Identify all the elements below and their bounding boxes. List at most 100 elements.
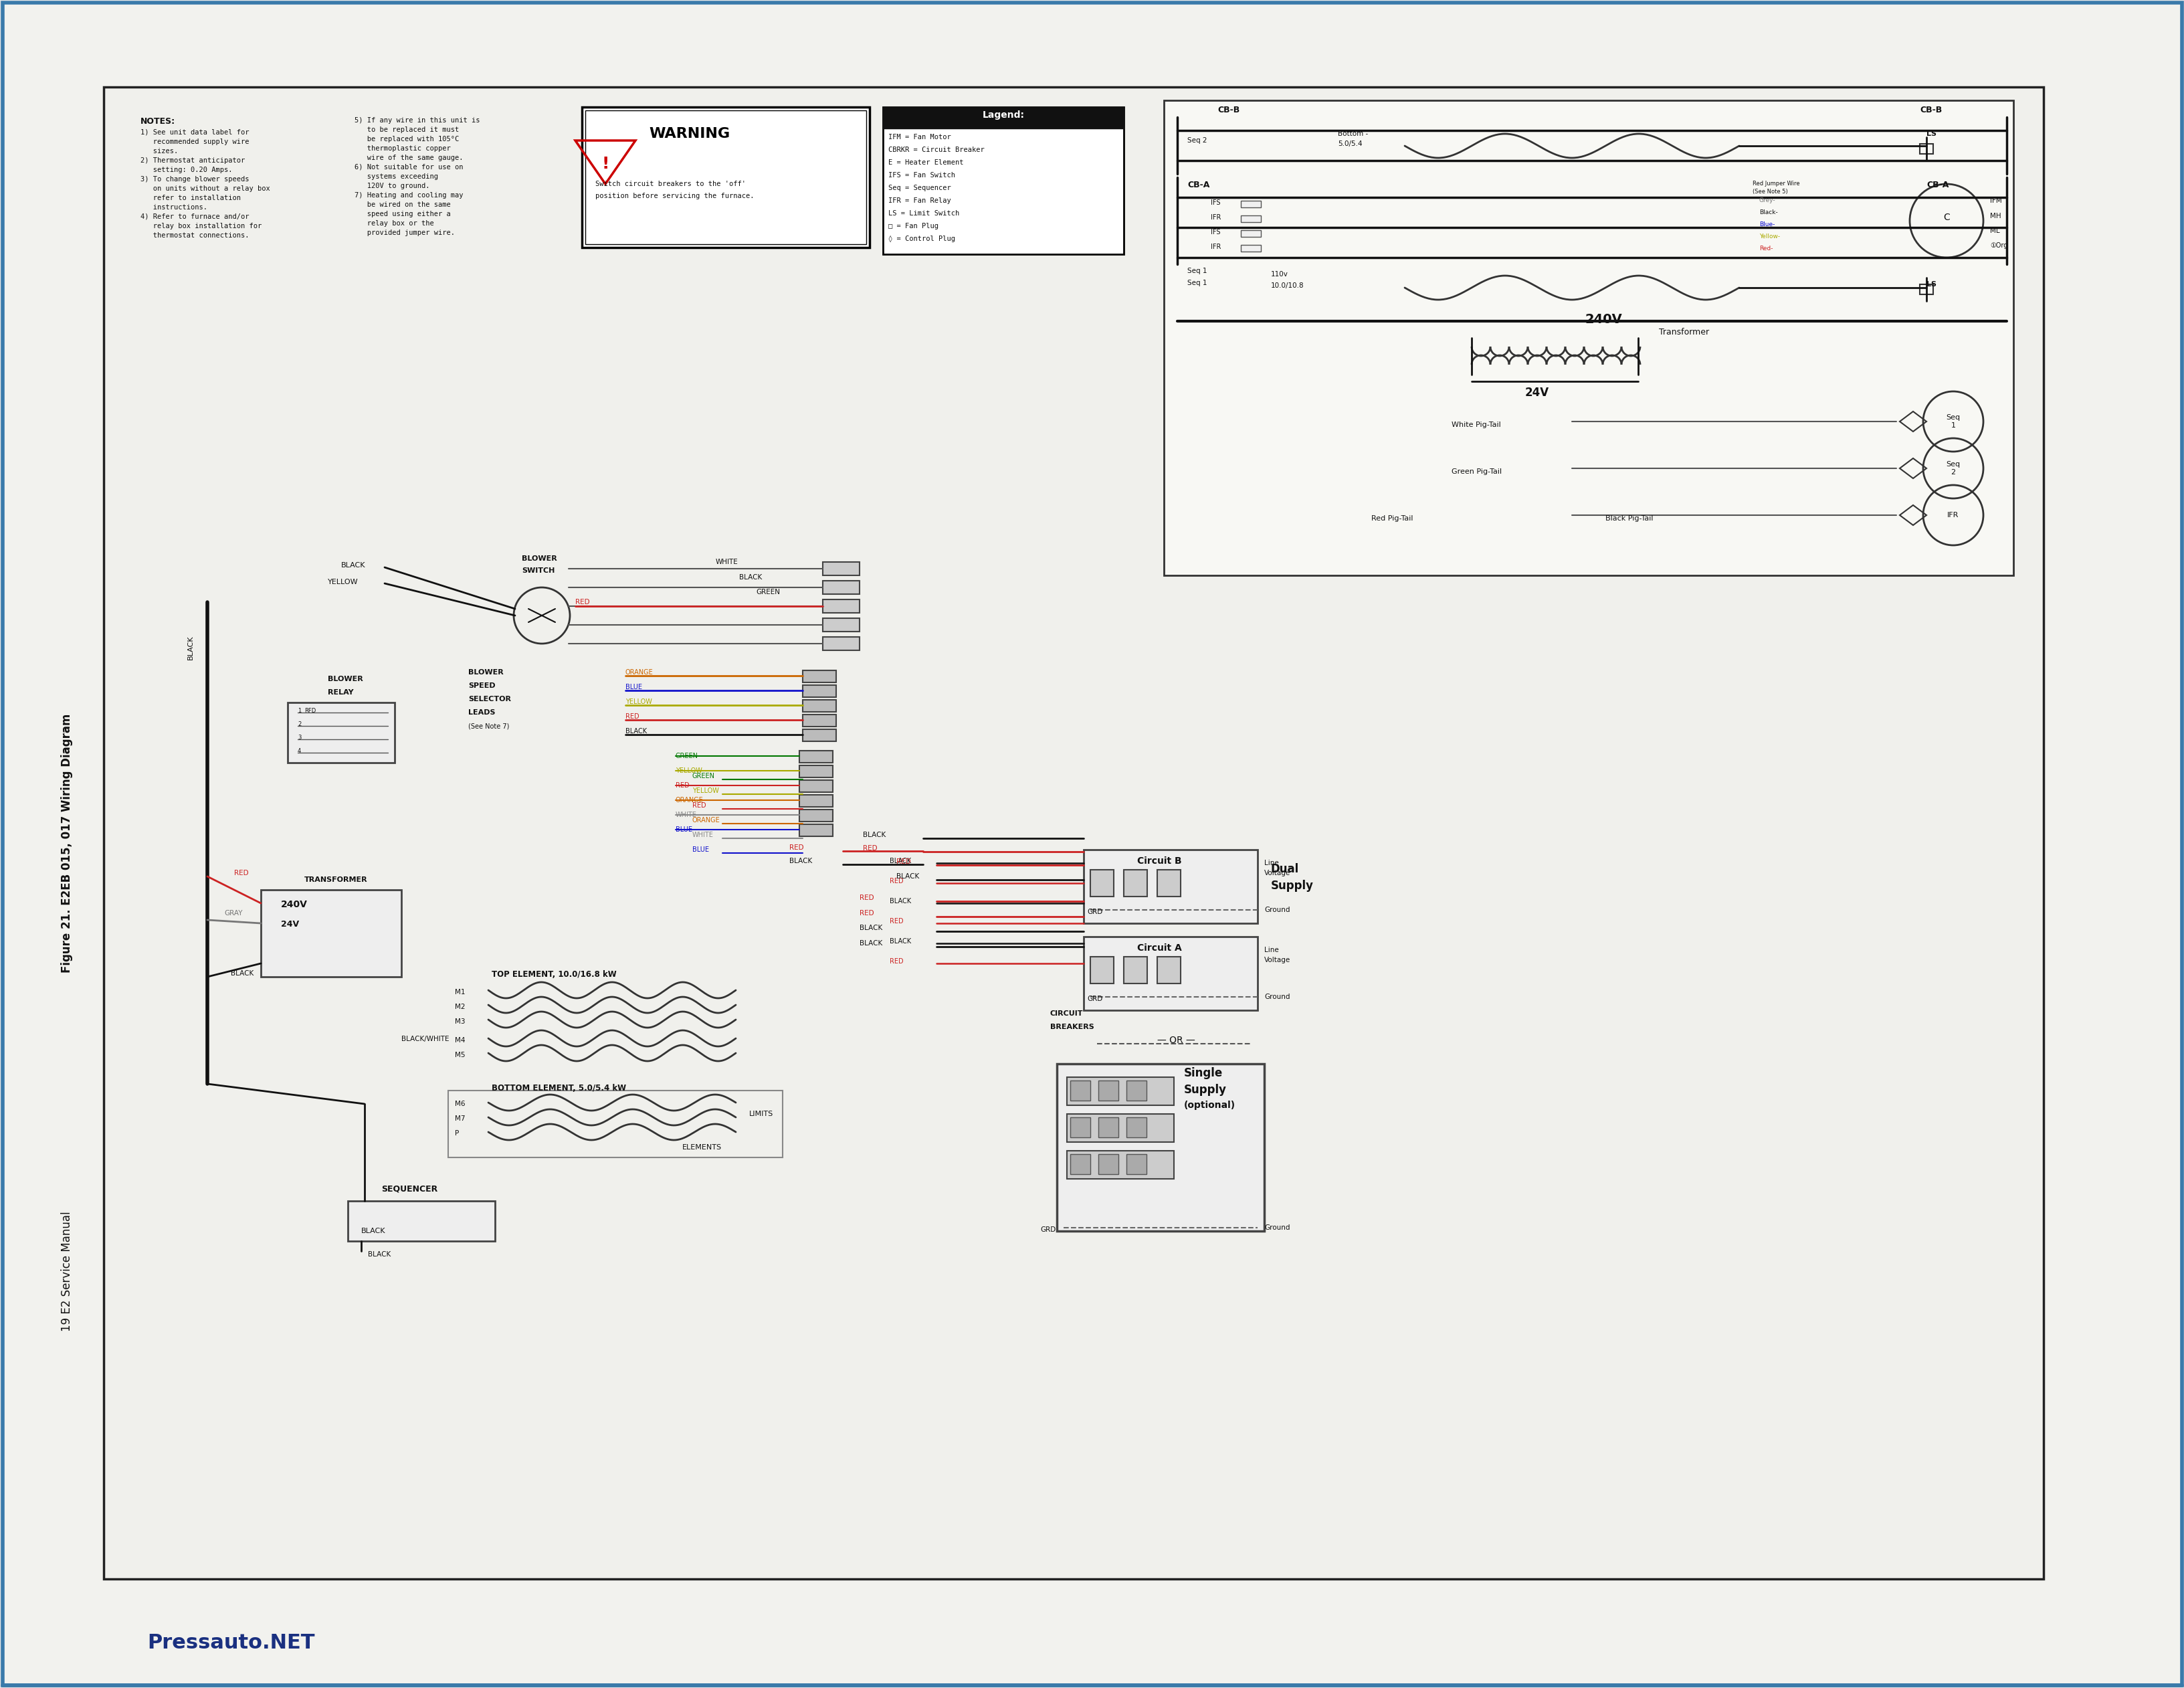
Text: 2) Thermostat anticipator: 2) Thermostat anticipator <box>140 157 245 164</box>
Text: RED: RED <box>234 869 249 876</box>
Text: GREEN: GREEN <box>692 773 714 780</box>
Text: Single: Single <box>1184 1067 1223 1079</box>
Text: position before servicing the furnace.: position before servicing the furnace. <box>596 192 753 199</box>
Bar <box>799 810 832 822</box>
Text: GRD: GRD <box>1040 1227 1055 1232</box>
Bar <box>1241 216 1260 223</box>
Text: SWITCH: SWITCH <box>522 567 555 574</box>
Text: SELECTOR: SELECTOR <box>467 695 511 702</box>
Text: YELLOW: YELLOW <box>328 579 358 586</box>
Text: Figure 21. E2EB 015, 017 Wiring Diagram: Figure 21. E2EB 015, 017 Wiring Diagram <box>61 714 72 972</box>
Bar <box>882 106 1123 128</box>
Text: Lagend:: Lagend: <box>983 110 1024 120</box>
Text: M5: M5 <box>454 1052 465 1058</box>
Text: LEADS: LEADS <box>467 709 496 716</box>
Bar <box>1241 245 1260 252</box>
Bar <box>288 702 395 763</box>
Text: 4: 4 <box>297 748 301 755</box>
Text: BLACK: BLACK <box>858 940 882 947</box>
Text: BLUE: BLUE <box>625 684 642 690</box>
Bar <box>103 88 2042 1578</box>
Text: IFS: IFS <box>1210 199 1221 206</box>
Text: — OR —: — OR — <box>1158 1036 1195 1045</box>
Text: IFS: IFS <box>1210 230 1221 236</box>
Text: Ground: Ground <box>1265 994 1289 1001</box>
Text: RED: RED <box>858 910 874 917</box>
Text: WHITE: WHITE <box>716 559 738 565</box>
Text: SPEED: SPEED <box>467 682 496 689</box>
Text: Circuit A: Circuit A <box>1138 944 1182 952</box>
Text: Black Pig-Tail: Black Pig-Tail <box>1605 515 1653 522</box>
Bar <box>1083 849 1258 923</box>
Text: systems exceeding: systems exceeding <box>354 174 439 181</box>
Text: ①Org: ①Org <box>1990 241 2007 248</box>
Text: Red Pig-Tail: Red Pig-Tail <box>1372 515 1413 522</box>
Text: (optional): (optional) <box>1184 1101 1236 1111</box>
Text: 4) Refer to furnace and/or: 4) Refer to furnace and/or <box>140 213 249 219</box>
Bar <box>823 618 858 631</box>
Bar <box>1090 869 1114 896</box>
Text: NOTES:: NOTES: <box>140 116 175 127</box>
Text: Yellow-: Yellow- <box>1758 233 1780 240</box>
Text: Circuit B: Circuit B <box>1138 856 1182 866</box>
Text: 19 E2 Service Manual: 19 E2 Service Manual <box>61 1210 72 1332</box>
Text: IFM = Fan Motor: IFM = Fan Motor <box>889 133 950 140</box>
Bar <box>823 636 858 650</box>
Text: RED: RED <box>895 859 911 864</box>
Text: P: P <box>454 1129 459 1136</box>
Text: 240V: 240V <box>282 900 308 910</box>
Text: RFD: RFD <box>304 707 317 714</box>
Text: thermostat connections.: thermostat connections. <box>140 233 249 238</box>
Text: 24V: 24V <box>1524 387 1548 398</box>
Bar <box>1099 1117 1118 1138</box>
Text: BLOWER: BLOWER <box>522 555 557 562</box>
Text: MH: MH <box>1990 213 2001 219</box>
Text: Seq 2: Seq 2 <box>1186 137 1208 143</box>
Text: relay box installation for: relay box installation for <box>140 223 262 230</box>
Bar <box>799 824 832 836</box>
Text: provided jumper wire.: provided jumper wire. <box>354 230 454 236</box>
Text: BLACK: BLACK <box>360 1227 387 1234</box>
Text: Ground: Ground <box>1265 906 1289 913</box>
Bar <box>585 110 867 245</box>
Bar <box>802 701 836 712</box>
Text: C: C <box>1944 213 1948 223</box>
Text: BLACK: BLACK <box>858 925 882 932</box>
Text: sizes.: sizes. <box>140 149 179 155</box>
Text: BLACK: BLACK <box>232 971 253 977</box>
Text: YELLOW: YELLOW <box>625 699 651 706</box>
Text: M7: M7 <box>454 1116 465 1123</box>
Text: M6: M6 <box>454 1101 465 1107</box>
Text: YELLOW: YELLOW <box>692 788 719 793</box>
Bar <box>799 795 832 807</box>
Text: RED: RED <box>889 878 904 885</box>
Text: BLUE: BLUE <box>692 846 710 852</box>
Text: BLACK: BLACK <box>738 574 762 581</box>
Text: IFM: IFM <box>1990 197 2001 204</box>
Text: M4: M4 <box>454 1036 465 1043</box>
Text: LIMITS: LIMITS <box>749 1111 773 1117</box>
Text: BOTTOM ELEMENT, 5.0/5.4 kW: BOTTOM ELEMENT, 5.0/5.4 kW <box>491 1084 627 1092</box>
Text: Blue-: Blue- <box>1758 221 1773 228</box>
Bar <box>1070 1117 1090 1138</box>
Text: Seq
2: Seq 2 <box>1946 461 1959 476</box>
Text: 5.0/5.4: 5.0/5.4 <box>1337 140 1363 147</box>
Bar <box>1127 1080 1147 1101</box>
Text: White Pig-Tail: White Pig-Tail <box>1450 422 1500 429</box>
Bar <box>882 106 1123 255</box>
Text: LS = Limit Switch: LS = Limit Switch <box>889 209 959 216</box>
Text: RED: RED <box>692 802 705 809</box>
Text: Pressauto.NET: Pressauto.NET <box>146 1632 314 1653</box>
Text: BLACK: BLACK <box>889 898 911 905</box>
Text: ORANGE: ORANGE <box>625 668 653 675</box>
Text: 7) Heating and cooling may: 7) Heating and cooling may <box>354 192 463 199</box>
Text: Dual: Dual <box>1271 863 1299 874</box>
Text: Supply: Supply <box>1184 1084 1227 1096</box>
Text: WHITE: WHITE <box>675 812 697 819</box>
Text: TOP ELEMENT, 10.0/16.8 kW: TOP ELEMENT, 10.0/16.8 kW <box>491 971 616 979</box>
Text: GRD: GRD <box>1088 908 1103 915</box>
Bar <box>799 751 832 763</box>
Bar <box>799 780 832 792</box>
Text: SEQUENCER: SEQUENCER <box>382 1185 437 1193</box>
Text: Red Jumper Wire: Red Jumper Wire <box>1752 181 1800 187</box>
